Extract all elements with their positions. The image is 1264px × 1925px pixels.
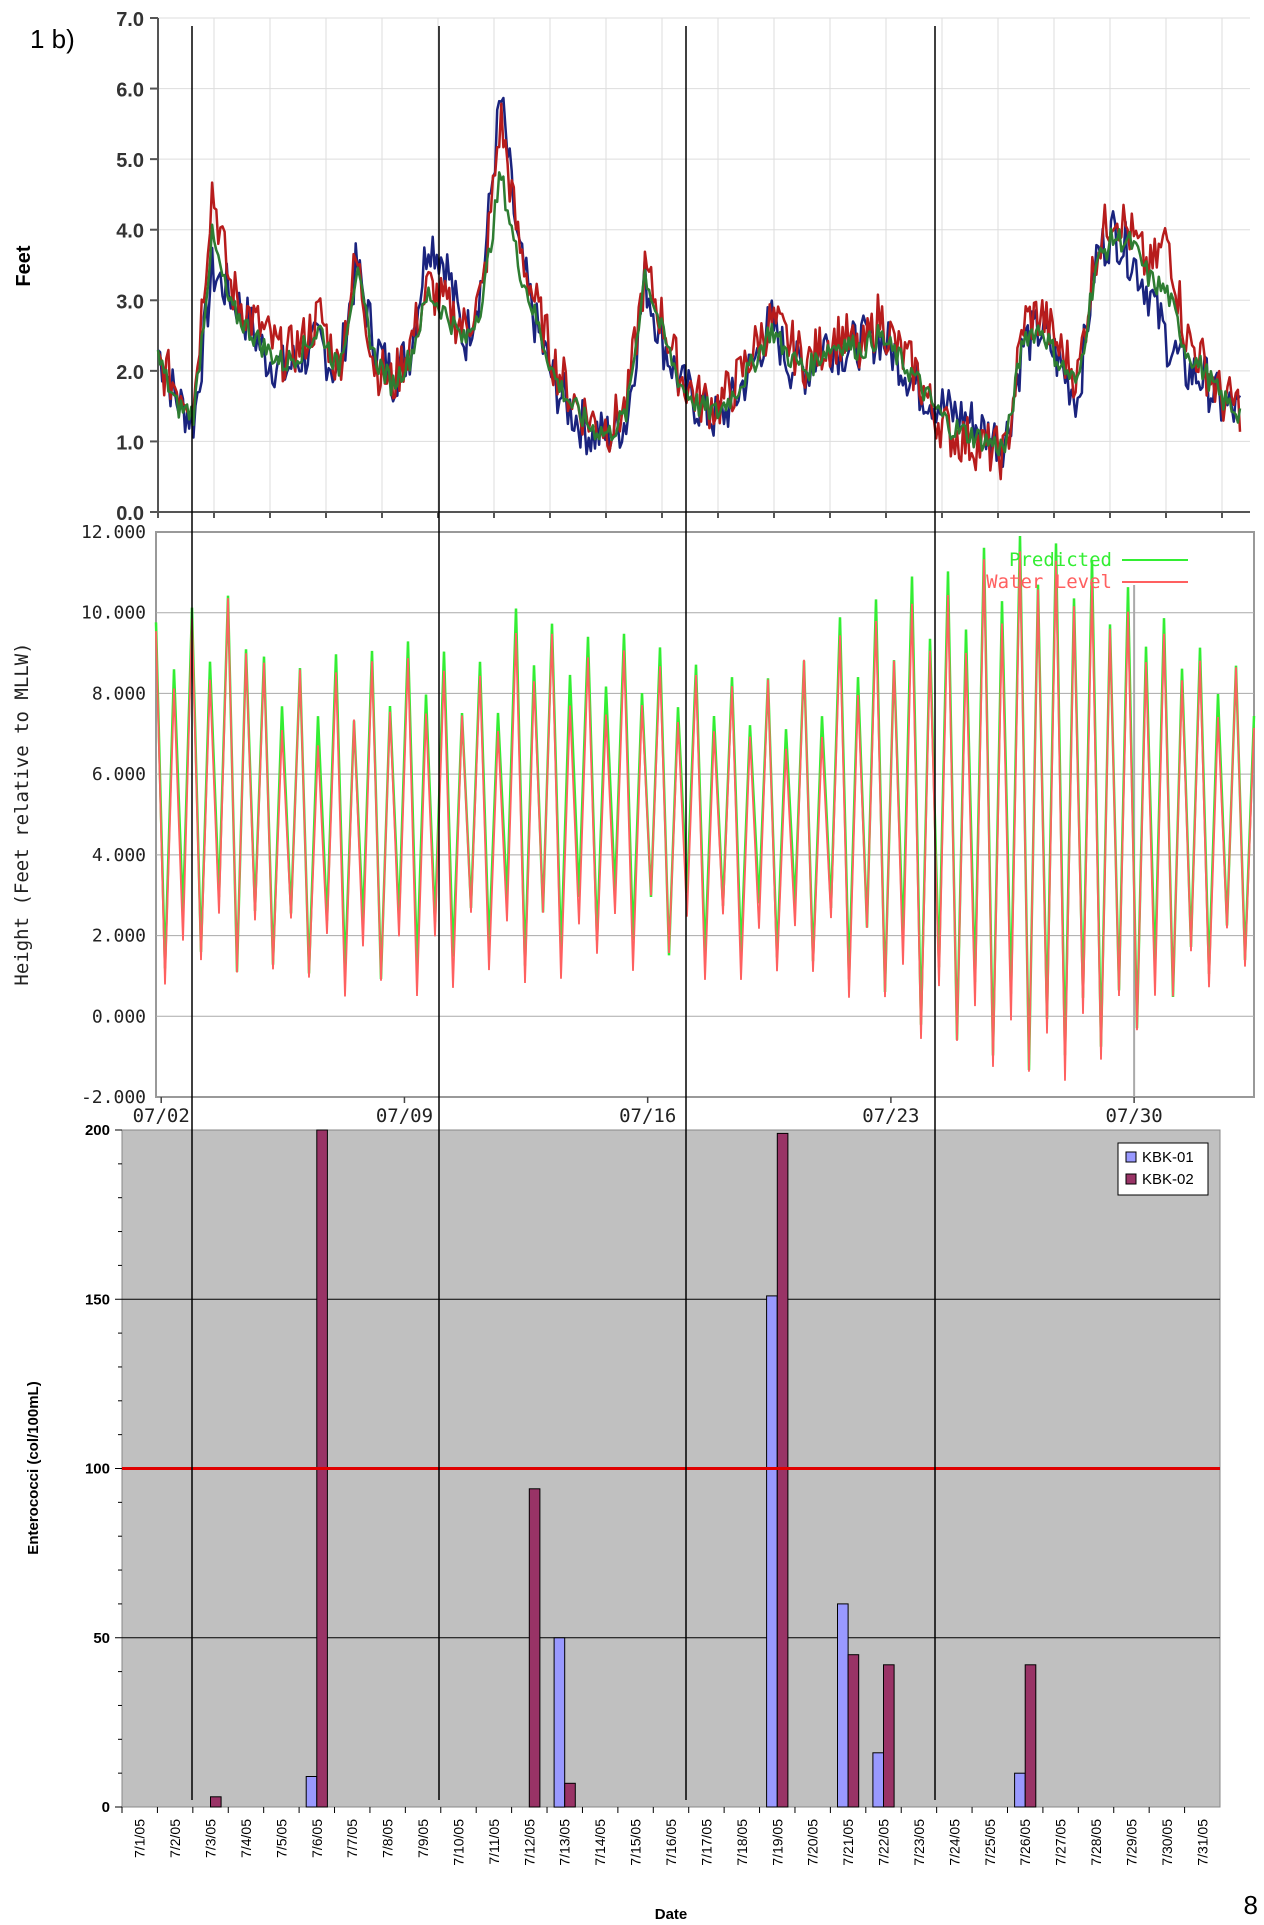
panel2-legend-water-level-label: Water Level [986, 571, 1112, 593]
panel3-bar-kbk-02 [528, 1488, 541, 1808]
panel3-x-tick-label: 7/7/05 [344, 1819, 360, 1858]
panel3-x-tick-label: 7/21/05 [840, 1819, 856, 1866]
panel3-bar-kbk-02 [776, 1132, 789, 1808]
panel2-legend-predicted-label: Predicted [1009, 549, 1112, 571]
panel3-x-tick-label: 7/4/05 [238, 1819, 254, 1858]
panel3-x-tick-label: 7/31/05 [1194, 1819, 1210, 1866]
panel3-x-tick-label: 7/5/05 [273, 1819, 289, 1858]
panel2-x-tick-label: 07/02 [133, 1105, 190, 1127]
panel3-x-tick-label: 7/3/05 [203, 1819, 219, 1858]
panel2-y-tick-label: 12.000 [81, 522, 146, 543]
panel2-y-tick-label: 10.000 [81, 603, 146, 624]
panel3-y-tick-label: 0 [102, 1799, 110, 1816]
panel3-bar-kbk-01 [872, 1752, 885, 1808]
panel3-x-tick-label: 7/19/05 [769, 1819, 785, 1866]
panel3-legend-label-kbk-02: KBK-02 [1142, 1171, 1194, 1188]
panel3-x-tick-label: 7/29/05 [1124, 1819, 1140, 1866]
panel1-plot-area [158, 18, 1250, 512]
panel1-y-tick-label: 6.0 [116, 80, 144, 102]
panel3-y-tick-label: 50 [93, 1630, 110, 1647]
panel1-y-tick-label: 2.0 [116, 362, 144, 384]
panel3-x-tick-label: 7/16/05 [663, 1819, 679, 1866]
panel3-x-tick-label: 7/8/05 [380, 1819, 396, 1858]
panel3-x-tick-label: 7/2/05 [167, 1819, 183, 1858]
panel1-y-tick-label: 5.0 [116, 150, 144, 172]
panel2-y-tick-label: 8.000 [92, 683, 146, 704]
panel1-y-tick-label: 1.0 [116, 432, 144, 454]
panel3-x-tick-label: 7/15/05 [628, 1819, 644, 1866]
panel2-x-tick-label: 07/23 [862, 1105, 919, 1127]
panel3-bar-kbk-01 [553, 1637, 566, 1808]
panel3-legend-swatch-kbk-02 [1125, 1173, 1137, 1185]
panel2-x-tick-label: 07/30 [1106, 1105, 1163, 1127]
panel3-legend-swatch-kbk-01 [1125, 1151, 1137, 1163]
panel3-x-tick-label: 7/23/05 [911, 1819, 927, 1866]
panel2-water-level-line [155, 551, 1255, 1081]
panel3-x-tick-label: 7/12/05 [521, 1819, 537, 1866]
panel3-x-tick-label: 7/17/05 [698, 1819, 714, 1866]
panel3-x-tick-label: 7/9/05 [415, 1819, 431, 1858]
panel3-x-tick-label: 7/18/05 [734, 1819, 750, 1866]
panel3-x-tick-label: 7/13/05 [557, 1819, 573, 1866]
panel3-x-tick-label: 7/11/05 [486, 1819, 502, 1865]
panel3-x-tick-label: 7/28/05 [1088, 1819, 1104, 1866]
panel3-x-axis-label: Date [655, 1906, 688, 1923]
panel2-y-tick-label: 6.000 [92, 764, 146, 785]
panel1-y-tick-label: 0.0 [116, 503, 144, 525]
panel2-y-tick-label: 0.000 [92, 1006, 146, 1027]
panel3-bar-kbk-01 [1014, 1772, 1026, 1808]
panel3-bar-kbk-01 [837, 1603, 849, 1808]
panel2-y-tick-label: -2.000 [81, 1087, 146, 1108]
panel3-bar-kbk-02 [564, 1782, 576, 1808]
panel3-bar-kbk-02 [883, 1664, 895, 1808]
panel3-y-tick-label: 200 [85, 1122, 110, 1139]
panel2-plot-area [155, 531, 1255, 1098]
panel3-x-tick-label: 7/6/05 [309, 1819, 325, 1858]
panel3-bar-kbk-02 [210, 1796, 222, 1808]
panel2-x-tick-label: 07/09 [376, 1105, 433, 1127]
panel1-y-tick-label: 7.0 [116, 9, 144, 31]
panel2-y-tick-label: 2.000 [92, 926, 146, 947]
page-number: 8 [1243, 1890, 1258, 1920]
panel3-x-tick-label: 7/24/05 [946, 1819, 962, 1866]
panel3-y-tick-label: 150 [85, 1291, 110, 1308]
panel3-bar-kbk-01 [305, 1776, 318, 1808]
panel2-y-axis-label: Height (Feet relative to MLLW) [11, 642, 33, 985]
panel3-x-tick-label: 7/20/05 [805, 1819, 821, 1866]
panel1-series-2-line [156, 102, 1242, 481]
panel3-x-tick-label: 7/26/05 [1017, 1819, 1033, 1866]
panel3-bar-kbk-02 [1024, 1664, 1037, 1808]
panel3-x-tick-label: 7/1/05 [132, 1819, 148, 1858]
panel3-legend-label-kbk-01: KBK-01 [1142, 1149, 1194, 1166]
figure-label: 1 b) [30, 24, 75, 54]
panel3-x-tick-label: 7/30/05 [1159, 1819, 1175, 1866]
panel1-y-axis-label: Feet [13, 245, 35, 286]
panel3-x-tick-label: 7/14/05 [592, 1819, 608, 1866]
panel1-y-tick-label: 4.0 [116, 221, 144, 243]
panel3-bar-kbk-02 [847, 1654, 860, 1808]
panel3-x-tick-label: 7/27/05 [1053, 1819, 1069, 1866]
panel1-series-3-line [156, 171, 1242, 457]
panel3-bar-kbk-01 [766, 1295, 778, 1808]
panel3-y-axis-label: Enterococci (col/100mL) [25, 1381, 42, 1554]
panel3-y-tick-label: 100 [85, 1461, 110, 1478]
panel3-x-tick-label: 7/22/05 [876, 1819, 892, 1866]
panel3-x-tick-label: 7/10/05 [451, 1819, 467, 1866]
panel1-y-tick-label: 3.0 [116, 291, 144, 313]
panel3-x-tick-label: 7/25/05 [982, 1819, 998, 1866]
panel2-y-tick-label: 4.000 [92, 845, 146, 866]
panel2-x-tick-label: 07/16 [619, 1105, 676, 1127]
